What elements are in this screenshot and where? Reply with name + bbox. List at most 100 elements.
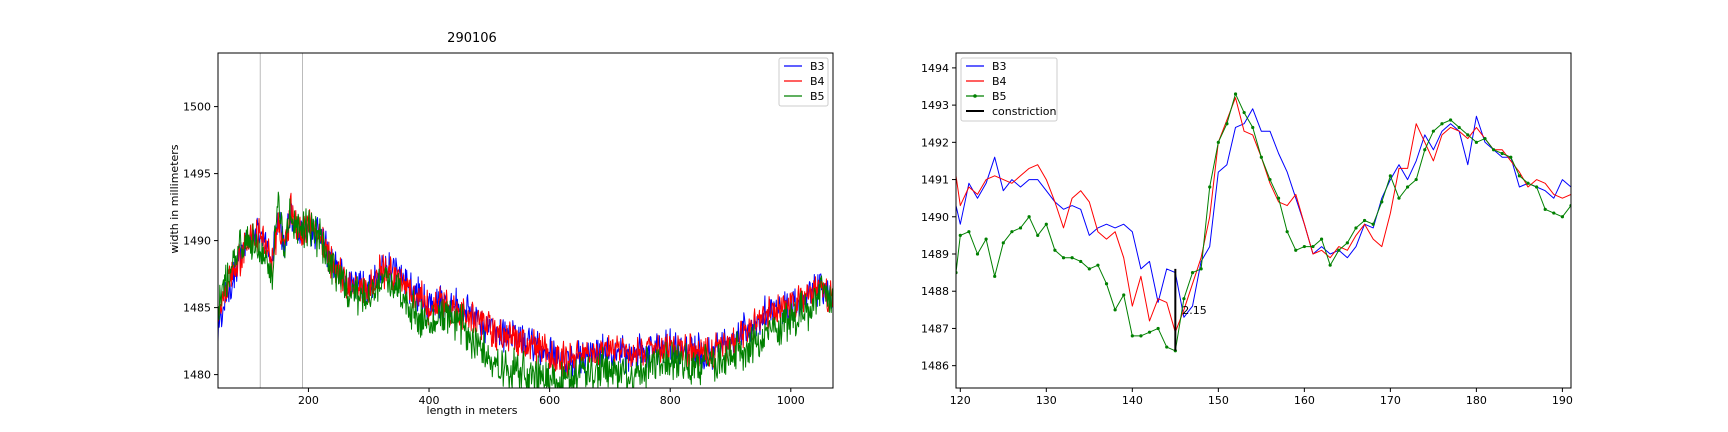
chart-right-series-b5-point: [1259, 155, 1263, 159]
chart-right-series-b5-point: [967, 230, 971, 234]
chart-right-series-b5-point: [1027, 215, 1031, 219]
chart-right-legend: B3 B4 B5 constriction: [960, 57, 1058, 122]
chart-right-x-tick-label: 120: [950, 394, 971, 407]
chart-right-y-tick-label: 1487: [921, 322, 949, 335]
chart-right-series-b5-point: [1233, 92, 1238, 96]
chart-right-series-b5-point: [984, 237, 988, 241]
chart-right-series-b5-point: [1036, 233, 1040, 237]
chart-right-series-b5-point: [1104, 282, 1109, 286]
chart-left-plot-area: 200 400 600 800 1000 1480 1485 1490 1495 1500: [183, 53, 833, 407]
chart-left-y-tick-label: 1500: [183, 101, 211, 114]
chart-right-series-b5-point: [1311, 244, 1315, 249]
chart-right-series-b5-point: [1319, 237, 1324, 241]
chart-right-legend-constriction-label: constriction: [992, 105, 1057, 118]
chart-right-legend-box: [960, 57, 1058, 122]
chart-right-series-b5-point: [1543, 207, 1547, 211]
chart-left-legend-b4-label: B4: [810, 75, 825, 88]
chart-left: 290106 length in meters width in millime…: [168, 31, 834, 417]
chart-right-series-b5-point: [1337, 248, 1341, 252]
chart-right-y-tick-label: 1492: [921, 136, 949, 149]
chart-right-y-tick-label: 1491: [921, 174, 949, 187]
chart-right-series-b5-point: [1139, 334, 1143, 338]
chart-left-x-tick-label: 1000: [777, 394, 805, 407]
chart-left-legend-b3-label: B3: [810, 60, 825, 73]
chart-right-series-b5-point: [1517, 174, 1521, 178]
chart-right-series-b5-point: [1044, 222, 1048, 226]
chart-right-series-b5-point: [1001, 241, 1005, 245]
chart-left-x-tick-label: 400: [419, 394, 440, 407]
chart-right-y-tick-label: 1490: [921, 211, 949, 224]
chart-right-series-b5-point: [1552, 211, 1556, 215]
chart-right-legend-b4-label: B4: [992, 75, 1007, 88]
chart-right-series-b5-point: [1371, 222, 1375, 226]
chart-right-series-b5-point: [1156, 326, 1160, 331]
chart-right-series-b5-point: [1216, 140, 1220, 144]
chart-right-series-b5-point: [1509, 155, 1513, 159]
chart-left-y-tick-label: 1490: [183, 235, 211, 248]
chart-right: 2.15 120 130 140 150 160 170 180 190 1486 1487 1488…: [921, 52, 1573, 407]
chart-right-series-b5-point: [1302, 244, 1306, 249]
chart-right-series-b5-point: [1018, 226, 1023, 230]
chart-right-series-b5-point: [1397, 196, 1401, 200]
chart-right-series-b5-point: [1405, 185, 1410, 189]
chart-right-x-tick-label: 170: [1380, 394, 1401, 407]
chart-right-series-b5-point: [1457, 125, 1461, 130]
chart-right-series-b5-point: [1199, 267, 1203, 271]
chart-right-series-b5-point: [1448, 118, 1453, 122]
chart-right-series-b5-point: [975, 252, 980, 256]
chart-right-x-tick-label: 150: [1208, 394, 1229, 407]
chart-right-legend-b5-marker: [973, 94, 977, 98]
chart-left-y-axis-label: width in millimeters: [168, 144, 181, 253]
chart-left-y-tick-label: 1485: [183, 302, 211, 315]
chart-right-series-b5-point: [1560, 215, 1564, 219]
chart-right-series-b5-point: [1053, 248, 1057, 252]
chart-right-series-b5-point: [1268, 177, 1272, 182]
chart-right-series-b5-point: [1534, 185, 1539, 189]
chart-right-series-b5-point: [1491, 148, 1496, 152]
chart-right-series-b5-point: [1345, 241, 1349, 245]
chart-right-series-b5-point: [1096, 263, 1100, 267]
chart-right-series-b5-point: [1079, 259, 1083, 264]
chart-right-series-b5-point: [1294, 248, 1298, 252]
chart-right-series-b5-point: [1122, 293, 1126, 297]
chart-right-series-b5-point: [1190, 271, 1195, 275]
chart-right-series-b5-point: [1362, 218, 1367, 223]
chart-left-x-tick-label: 200: [298, 394, 319, 407]
chart-right-series-b5-point: [993, 274, 997, 278]
chart-right-series-b5-point: [1440, 122, 1444, 126]
chart-right-y-tick-label: 1486: [921, 360, 949, 373]
chart-right-legend-b5-label: B5: [992, 90, 1007, 103]
chart-right-y-tick-label: 1493: [921, 99, 949, 112]
chart-right-series-b5-point: [1070, 256, 1074, 260]
chart-right-x-tick-label: 160: [1294, 394, 1315, 407]
chart-right-series-b5-point: [1165, 345, 1169, 349]
chart-right-x-tick-label: 140: [1122, 394, 1143, 407]
chart-right-series-b5-point: [1225, 122, 1229, 126]
chart-right-series-b5-point: [1182, 297, 1186, 301]
chart-right-series-b5-point: [1483, 137, 1487, 141]
chart-right-series-b5-point: [1061, 256, 1066, 260]
chart-left-y-tick-label: 1480: [183, 369, 211, 382]
chart-left-x-tick-label: 800: [660, 394, 681, 407]
chart-left-y-tick-label: 1495: [183, 168, 211, 181]
chart-left-legend-b5-label: B5: [810, 90, 825, 103]
chart-right-y-tick-label: 1494: [921, 62, 949, 75]
chart-right-x-tick-label: 130: [1036, 394, 1057, 407]
chart-left-frame: [217, 52, 834, 389]
chart-right-series-b5-point: [1354, 226, 1358, 230]
chart-left-title: 290106: [447, 31, 497, 46]
chart-right-x-tick-label: 190: [1552, 394, 1573, 407]
chart-right-series-b5-point: [1113, 308, 1117, 312]
chart-right-y-tick-label: 1489: [921, 248, 949, 261]
chart-right-series-b5-point: [1087, 267, 1091, 271]
chart-right-series-b5-point: [1276, 196, 1281, 200]
chart-right-series-b5-point: [1431, 129, 1435, 133]
chart-right-series-b5-point: [1388, 174, 1392, 178]
chart-right-series-b5-point: [1242, 110, 1246, 115]
chart-left-x-axis-label: length in meters: [427, 404, 518, 417]
chart-left-x-tick-label: 600: [539, 394, 560, 407]
chart-left-legend-box: [778, 57, 829, 107]
chart-right-annotation-label: 2.15: [1182, 304, 1207, 317]
